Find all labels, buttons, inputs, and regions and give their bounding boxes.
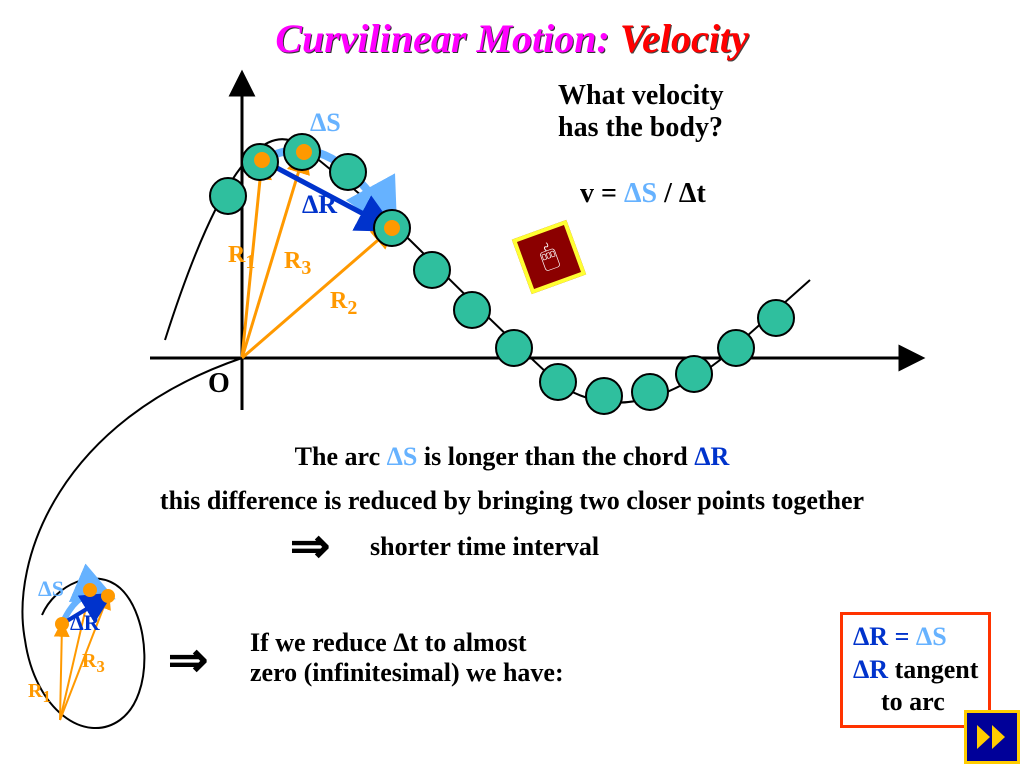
velocity-formula: v = ΔS / Δt — [580, 178, 706, 210]
question-text: What velocity has the body? — [558, 80, 724, 144]
r3-tip-dot — [296, 144, 312, 160]
r1-label: R1 — [228, 242, 255, 274]
arrow-2: ⇒ — [168, 632, 208, 688]
ds-label: ΔS — [310, 108, 341, 138]
r3-label: R3 — [284, 248, 311, 280]
r2-label: R2 — [330, 288, 357, 320]
origin-label: O — [208, 368, 230, 400]
mini-envelope — [22, 358, 242, 728]
mini-r3-label: R3 — [82, 650, 105, 677]
fast-forward-icon — [977, 725, 1007, 749]
mini-dr-label: ΔR — [70, 610, 100, 636]
text-line-4: If we reduce Δt to almost zero (infinite… — [250, 628, 564, 688]
r-vectors — [242, 154, 392, 358]
text-line-1: The arc ΔS is longer than the chord ΔR — [0, 442, 1024, 472]
arrow-1: ⇒ — [290, 518, 330, 574]
mini-r1-label: R1 — [28, 680, 51, 707]
next-button[interactable] — [964, 710, 1020, 764]
mini-ds-label: ΔS — [38, 576, 64, 602]
text-line-3: shorter time interval — [370, 532, 599, 562]
text-line-2: this difference is reduced by bringing t… — [0, 486, 1024, 516]
r1-tip-dot — [254, 152, 270, 168]
dr-label: ΔR — [302, 190, 337, 220]
r2-tip-dot — [384, 220, 400, 236]
